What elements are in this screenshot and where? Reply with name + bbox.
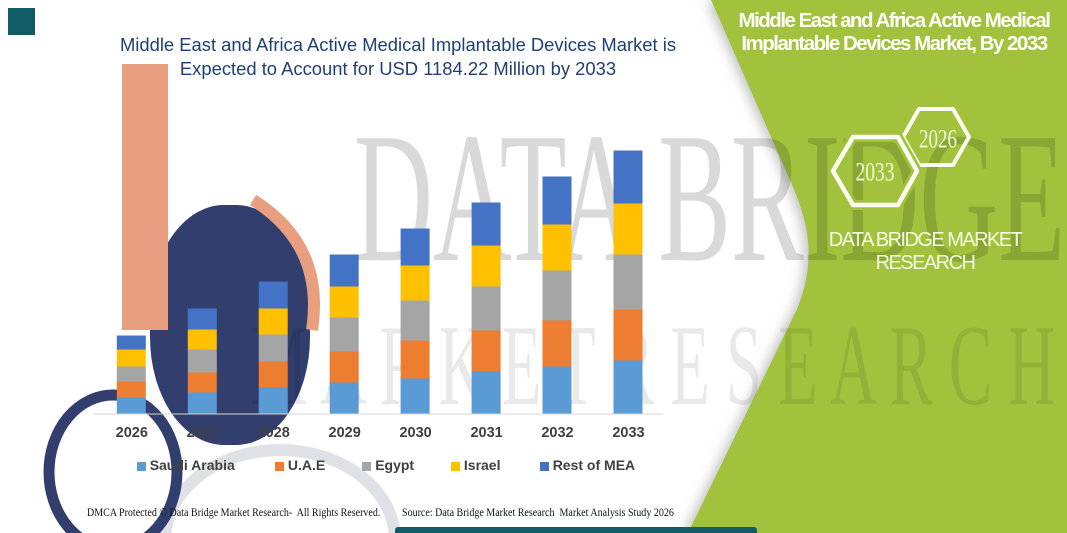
svg-text:2033: 2033 xyxy=(856,158,895,187)
svg-text:M A R K E T R E S E A R C H: M A R K E T R E S E A R C H xyxy=(250,302,1055,430)
svg-text:2026: 2026 xyxy=(919,125,957,154)
